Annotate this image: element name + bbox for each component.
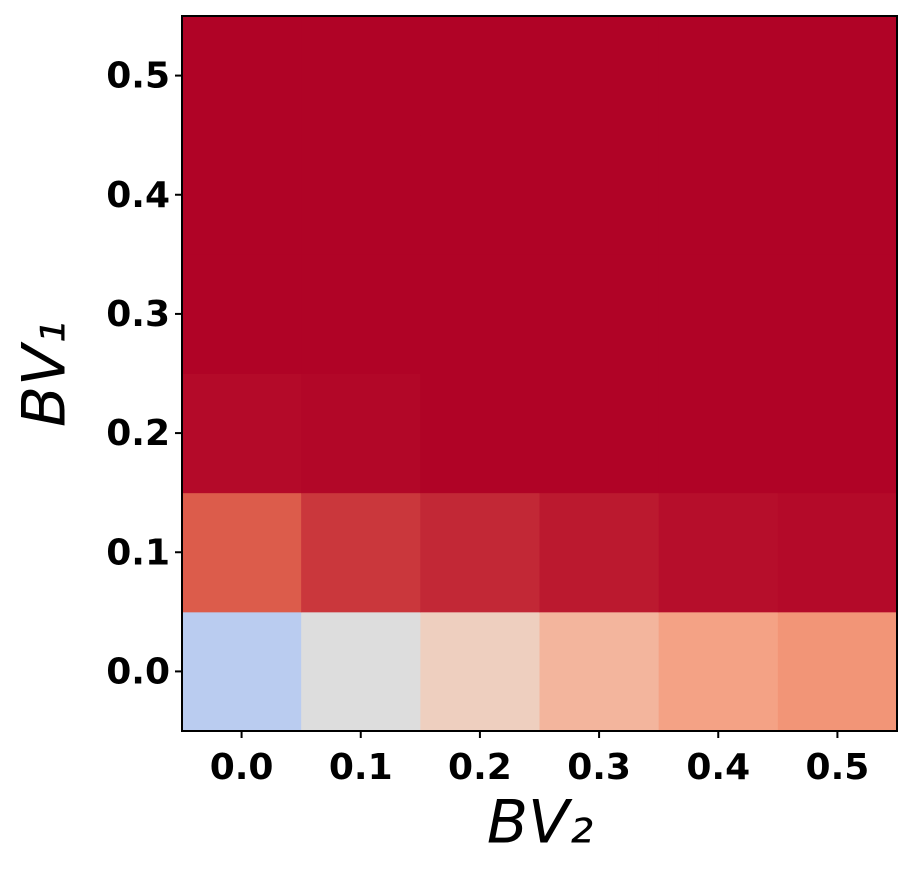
x-tick-label: 0.2 [448,747,512,788]
y-axis-label: BV₁ [10,321,80,427]
heatmap-cell [777,611,898,732]
y-tick-label: 0.3 [106,294,170,335]
heatmap-cell [658,16,779,136]
heatmap-cell [182,254,302,374]
heatmap-cell [420,611,540,732]
heatmap-cell [658,373,779,494]
heatmap-cell [539,373,660,494]
x-tick-label: 0.1 [329,747,393,788]
heatmap-cell [420,16,540,136]
heatmap-cell [420,254,540,374]
heatmap-cell [539,492,660,613]
y-tick-label: 0.2 [106,413,170,454]
x-axis-label: BV₂ [487,788,593,858]
heatmap-cell [301,611,421,732]
x-tick-label: 0.4 [686,747,750,788]
heatmap-cell [777,373,898,494]
plot-frame [181,15,898,732]
heatmap-cell [658,492,779,613]
y-tick-label: 0.5 [106,56,170,97]
heatmap-cell [539,16,660,136]
heatmap-cell [658,611,779,732]
heatmap-cell [539,254,660,374]
heatmap-cell [182,16,302,136]
x-tick-label: 0.5 [806,747,870,788]
heatmap-cell [182,611,302,732]
heatmap-cell [301,373,421,494]
y-tick-label: 0.0 [106,651,170,692]
heatmap-cell [658,135,779,255]
heatmap-cell [539,135,660,255]
heatmap-cell [777,16,898,136]
heatmap-cell [420,492,540,613]
heatmap-cell [420,373,540,494]
heatmap-cell [301,16,421,136]
heatmap-cell [182,373,302,494]
x-tick-label: 0.3 [567,747,631,788]
heatmap-cell [539,611,660,732]
heatmap-cell [301,135,421,255]
heatmap-cell [182,135,302,255]
heatmap-cell [301,492,421,613]
heatmap-cell [420,135,540,255]
y-tick-label: 0.4 [106,175,170,216]
heatmap-cell [301,254,421,374]
heatmap-cell [658,254,779,374]
heatmap-cell [777,492,898,613]
heatmap-cell [777,135,898,255]
y-tick-label: 0.1 [106,532,170,573]
heatmap-cell [777,254,898,374]
heatmap-cell [182,492,302,613]
x-tick-label: 0.0 [210,747,274,788]
